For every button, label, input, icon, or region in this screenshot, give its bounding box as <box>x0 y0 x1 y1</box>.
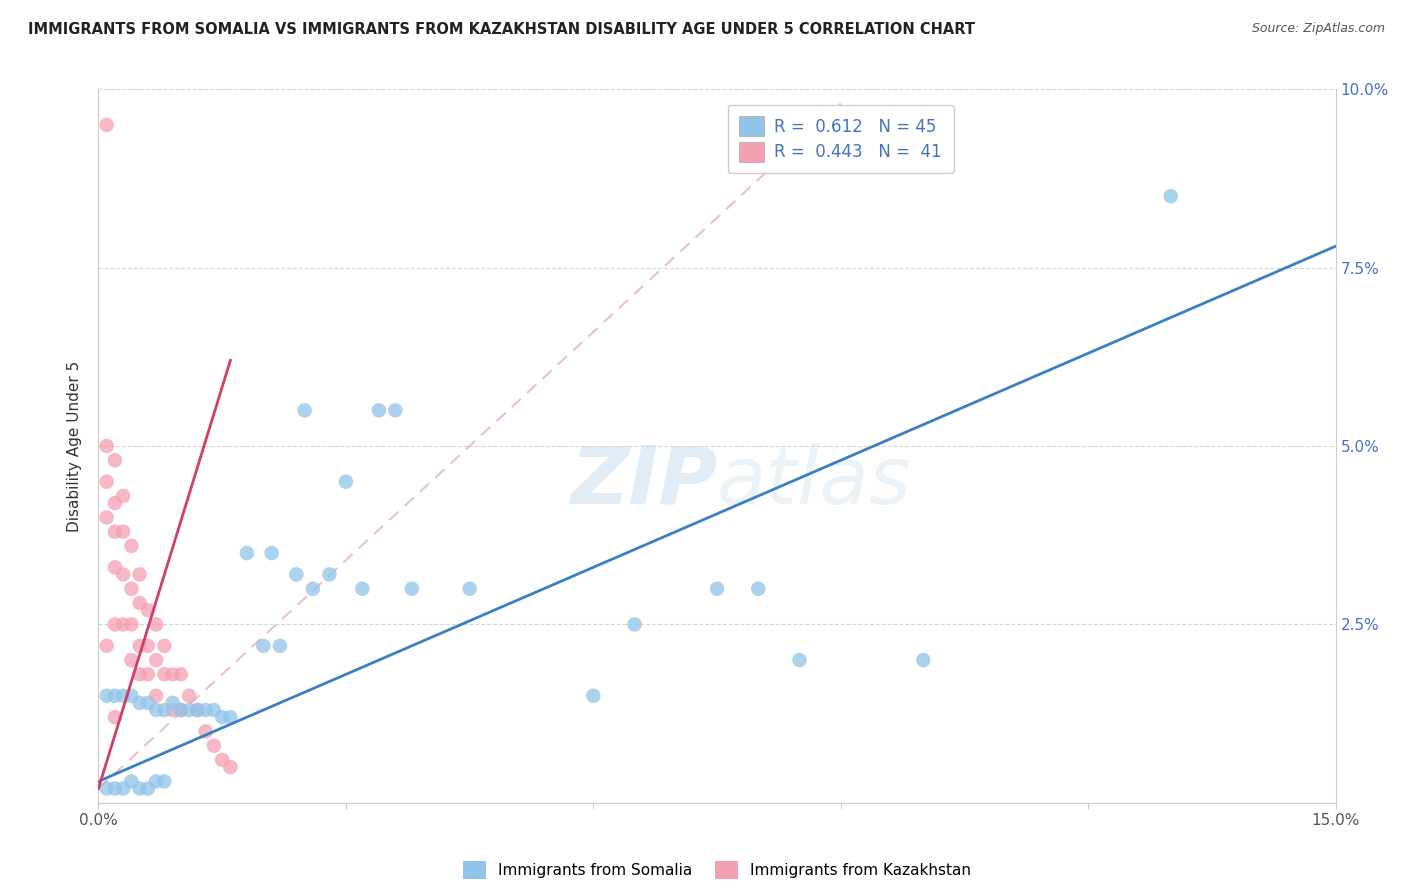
Y-axis label: Disability Age Under 5: Disability Age Under 5 <box>67 360 83 532</box>
Point <box>219 760 242 774</box>
Point <box>211 753 233 767</box>
Point <box>104 710 127 724</box>
Point <box>112 567 135 582</box>
Point <box>706 582 728 596</box>
Point <box>186 703 208 717</box>
Point <box>162 667 184 681</box>
Point <box>120 617 142 632</box>
Point <box>145 703 167 717</box>
Point <box>458 582 481 596</box>
Point <box>170 703 193 717</box>
Point <box>194 724 217 739</box>
Point <box>112 617 135 632</box>
Point <box>128 667 150 681</box>
Point <box>285 567 308 582</box>
Text: Source: ZipAtlas.com: Source: ZipAtlas.com <box>1251 22 1385 36</box>
Point <box>104 781 127 796</box>
Point <box>202 703 225 717</box>
Point <box>120 653 142 667</box>
Point <box>153 639 176 653</box>
Point <box>170 703 193 717</box>
Point <box>179 689 201 703</box>
Point <box>153 774 176 789</box>
Point <box>136 639 159 653</box>
Point <box>128 596 150 610</box>
Point <box>1160 189 1182 203</box>
Point <box>162 696 184 710</box>
Text: atlas: atlas <box>717 442 912 521</box>
Point <box>318 567 340 582</box>
Point <box>136 696 159 710</box>
Point <box>112 781 135 796</box>
Point <box>170 667 193 681</box>
Point <box>153 703 176 717</box>
Point <box>128 567 150 582</box>
Point <box>104 453 127 467</box>
Point <box>211 710 233 724</box>
Point <box>179 703 201 717</box>
Point <box>145 653 167 667</box>
Point <box>623 617 645 632</box>
Point <box>128 781 150 796</box>
Point <box>269 639 291 653</box>
Point <box>136 603 159 617</box>
Point <box>294 403 316 417</box>
Point <box>219 710 242 724</box>
Point <box>120 539 142 553</box>
Point <box>136 781 159 796</box>
Point <box>335 475 357 489</box>
Point <box>96 118 118 132</box>
Point <box>153 667 176 681</box>
Point <box>236 546 259 560</box>
Point <box>145 617 167 632</box>
Point <box>384 403 406 417</box>
Point <box>582 689 605 703</box>
Point <box>302 582 325 596</box>
Point <box>96 689 118 703</box>
Point <box>96 439 118 453</box>
Point <box>401 582 423 596</box>
Text: IMMIGRANTS FROM SOMALIA VS IMMIGRANTS FROM KAZAKHSTAN DISABILITY AGE UNDER 5 COR: IMMIGRANTS FROM SOMALIA VS IMMIGRANTS FR… <box>28 22 976 37</box>
Point <box>128 639 150 653</box>
Point <box>120 582 142 596</box>
Point <box>96 510 118 524</box>
Point <box>96 475 118 489</box>
Text: ZIP: ZIP <box>569 442 717 521</box>
Point <box>104 496 127 510</box>
Point <box>104 560 127 574</box>
Point <box>112 689 135 703</box>
Point <box>252 639 274 653</box>
Point <box>145 689 167 703</box>
Point <box>112 524 135 539</box>
Point <box>128 696 150 710</box>
Point <box>912 653 935 667</box>
Point <box>96 781 118 796</box>
Point <box>186 703 208 717</box>
Point <box>136 667 159 681</box>
Point <box>104 689 127 703</box>
Point <box>202 739 225 753</box>
Point <box>96 639 118 653</box>
Point <box>104 524 127 539</box>
Point <box>112 489 135 503</box>
Point <box>120 774 142 789</box>
Point <box>120 689 142 703</box>
Point <box>260 546 283 560</box>
Point <box>747 582 769 596</box>
Legend: Immigrants from Somalia, Immigrants from Kazakhstan: Immigrants from Somalia, Immigrants from… <box>456 854 979 886</box>
Point <box>367 403 389 417</box>
Point <box>145 774 167 789</box>
Point <box>789 653 811 667</box>
Point <box>352 582 374 596</box>
Point <box>104 617 127 632</box>
Point <box>162 703 184 717</box>
Point <box>194 703 217 717</box>
